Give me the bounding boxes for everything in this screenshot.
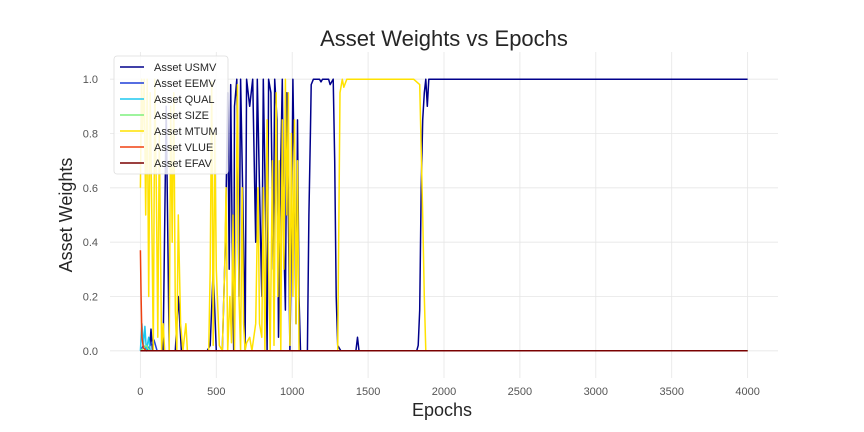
legend-entry: Asset EEMV xyxy=(154,78,216,90)
legend-entry: Asset MTUM xyxy=(154,126,218,138)
x-tick-label: 4000 xyxy=(735,386,759,398)
series-line-asset-mtum xyxy=(139,78,748,352)
legend-entry: Asset USMV xyxy=(154,62,217,74)
x-tick-label: 2500 xyxy=(508,386,532,398)
y-tick-label: 1.0 xyxy=(83,74,98,86)
legend-box xyxy=(113,55,229,175)
x-tick-label: 1500 xyxy=(356,386,380,398)
x-tick-label: 500 xyxy=(207,386,225,398)
y-tick-label: 0.8 xyxy=(83,129,98,141)
y-tick-label: 0.4 xyxy=(83,237,98,249)
x-axis-label: Epochs xyxy=(412,400,472,420)
x-ticks: 0 500 1000 1500 2000 2500 3000 3500 4000 xyxy=(137,386,760,398)
y-tick-label: 0.0 xyxy=(83,346,98,358)
x-tick-label: 1000 xyxy=(280,386,304,398)
series-lines xyxy=(139,78,748,352)
y-ticks: 0.0 0.2 0.4 0.6 0.8 1.0 xyxy=(83,74,98,358)
y-tick-label: 0.6 xyxy=(83,183,98,195)
legend: Asset USMV Asset EEMV Asset QUAL Asset SIZE… xyxy=(113,55,229,175)
y-axis-label: Asset Weights xyxy=(56,158,76,273)
chart-title: Asset Weights vs Epochs xyxy=(320,26,568,51)
x-tick-label: 3500 xyxy=(659,386,683,398)
y-tick-label: 0.2 xyxy=(83,292,98,304)
x-tick-label: 2000 xyxy=(432,386,456,398)
legend-entry: Asset VLUE xyxy=(154,142,213,154)
legend-entry: Asset QUAL xyxy=(154,94,215,106)
legend-entry: Asset EFAV xyxy=(154,158,213,170)
legend-entry: Asset SIZE xyxy=(154,110,209,122)
x-tick-label: 0 xyxy=(137,386,143,398)
x-tick-label: 3000 xyxy=(584,386,608,398)
